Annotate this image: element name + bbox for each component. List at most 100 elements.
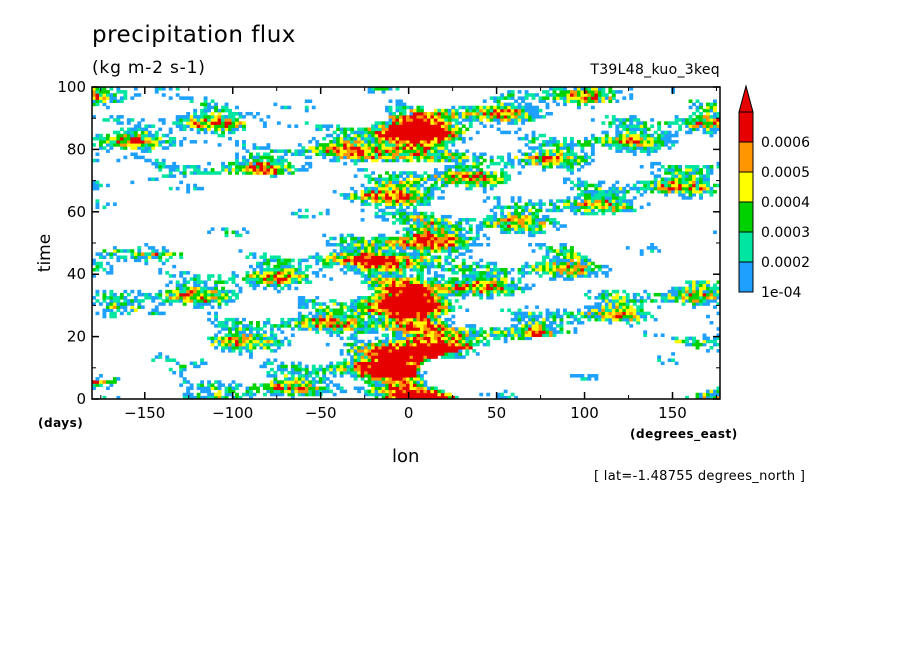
- precip-cell: [109, 146, 114, 150]
- precip-cell: [531, 221, 536, 225]
- precip-cell: [353, 236, 358, 241]
- precip-cell: [311, 305, 316, 309]
- precip-cell: [175, 165, 180, 169]
- precip-cell: [479, 168, 484, 172]
- precip-cell: [203, 286, 208, 291]
- precip-cell: [500, 392, 505, 397]
- precip-cell: [346, 267, 351, 272]
- precip-cell: [643, 186, 648, 191]
- precip-cell: [556, 199, 560, 203]
- precip-cell: [276, 380, 281, 384]
- precip-cell: [556, 264, 560, 269]
- precip-cell: [423, 380, 428, 384]
- precip-cell: [130, 152, 135, 157]
- precip-cell: [343, 239, 348, 244]
- precip-cell: [590, 205, 595, 210]
- precip-cell: [315, 317, 320, 322]
- precip-cell: [346, 305, 351, 309]
- precip-cell: [276, 171, 281, 175]
- precip-cell: [273, 280, 278, 284]
- precip-cell: [336, 383, 341, 387]
- precip-cell: [238, 168, 243, 172]
- precip-cell: [402, 189, 407, 194]
- precip-cell: [336, 361, 341, 366]
- precip-cell: [217, 386, 222, 391]
- precip-cell: [618, 299, 623, 303]
- precip-cell: [172, 289, 177, 294]
- precip-cell: [140, 292, 145, 297]
- precip-cell: [430, 327, 435, 331]
- precip-cell: [402, 183, 407, 188]
- precip-cell: [416, 345, 421, 350]
- precip-cell: [290, 274, 295, 278]
- precip-cell: [311, 383, 316, 387]
- precip-cell: [203, 395, 208, 400]
- precip-cell: [412, 177, 417, 181]
- precip-cell: [472, 267, 477, 272]
- precip-cell: [200, 383, 205, 387]
- precip-cell: [385, 271, 389, 275]
- precip-cell: [175, 296, 180, 300]
- precip-cell: [716, 349, 721, 353]
- precip-cell: [235, 165, 239, 169]
- precip-cell: [329, 367, 334, 372]
- precip-cell: [552, 208, 557, 213]
- precip-cell: [692, 296, 696, 300]
- precip-cell: [262, 321, 267, 325]
- precip-cell: [475, 352, 480, 356]
- precip-cell: [217, 280, 222, 284]
- precip-cell: [542, 165, 546, 169]
- precip-cell: [385, 243, 389, 247]
- precip-cell: [639, 205, 644, 210]
- precip-cell: [601, 193, 606, 197]
- precip-cell: [583, 180, 588, 185]
- precip-cell: [702, 165, 707, 169]
- precip-cell: [472, 180, 477, 185]
- precip-cell: [416, 277, 421, 281]
- precip-cell: [545, 255, 550, 259]
- precip-cell: [193, 361, 198, 366]
- precip-cell: [416, 386, 421, 391]
- precip-cell: [426, 224, 431, 228]
- precip-cell: [437, 292, 442, 297]
- precip-cell: [475, 183, 480, 188]
- precip-cell: [419, 277, 424, 281]
- precip-cell: [294, 389, 299, 394]
- precip-cell: [119, 302, 124, 306]
- precip-cell: [444, 311, 449, 316]
- precip-cell: [625, 317, 630, 322]
- precip-cell: [528, 155, 532, 160]
- precip-cell: [426, 327, 431, 331]
- precip-cell: [681, 292, 686, 297]
- precip-cell: [371, 321, 375, 325]
- precip-cell: [461, 258, 466, 263]
- precip-cell: [444, 345, 449, 350]
- precip-cell: [576, 267, 581, 272]
- precip-cell: [430, 243, 435, 247]
- precip-cell: [475, 286, 480, 291]
- precip-cell: [353, 349, 358, 353]
- precip-cell: [426, 305, 431, 309]
- precip-cell: [381, 214, 386, 219]
- precip-cell: [259, 280, 264, 284]
- precip-cell: [528, 311, 532, 316]
- precip-cell: [426, 292, 431, 297]
- precip-cell: [419, 377, 424, 381]
- precip-cell: [706, 314, 710, 319]
- precip-cell: [360, 218, 365, 222]
- precip-cell: [406, 202, 410, 206]
- precip-cell: [416, 239, 421, 244]
- precip-cell: [297, 258, 302, 263]
- precip-cell: [259, 336, 264, 341]
- precip-cell: [468, 236, 473, 241]
- precip-cell: [207, 317, 212, 322]
- precip-cell: [378, 214, 382, 219]
- precip-cell: [336, 152, 341, 157]
- precip-cell: [426, 352, 431, 356]
- precip-cell: [461, 246, 466, 250]
- precip-cell: [287, 324, 292, 328]
- precip-cell: [416, 264, 421, 269]
- precip-cell: [193, 296, 198, 300]
- precip-cell: [235, 155, 239, 160]
- precip-cell: [168, 252, 173, 256]
